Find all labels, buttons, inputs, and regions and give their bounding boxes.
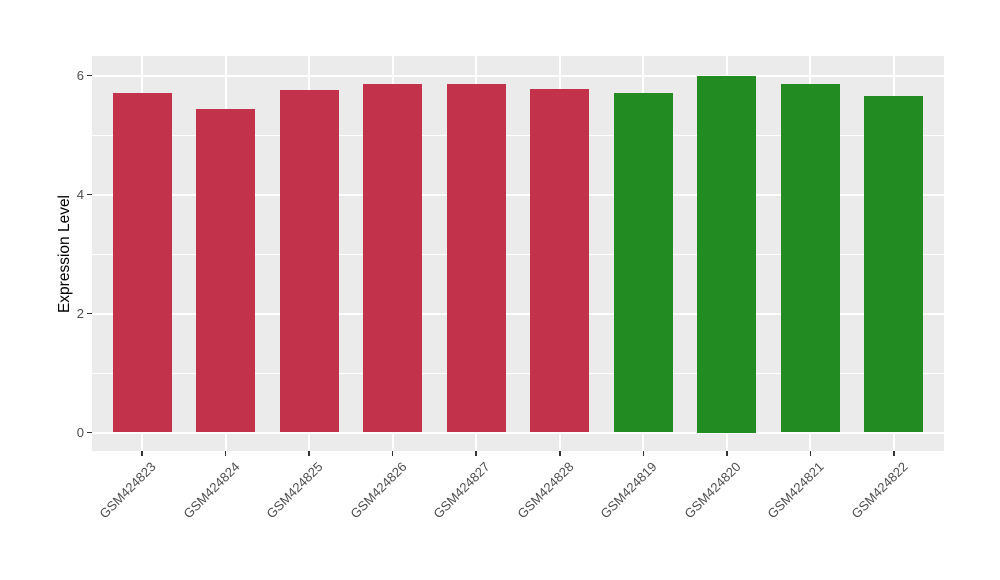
x-tick-mark-GSM424823 xyxy=(141,451,143,456)
x-tick-mark-GSM424826 xyxy=(391,451,394,456)
gridline-major-y2 xyxy=(92,312,944,315)
y-tick-label-6: 6 xyxy=(76,67,84,83)
bar-GSM424825 xyxy=(279,89,339,433)
x-tick-label-GSM424828: GSM424828 xyxy=(514,458,577,521)
x-tick-label-GSM424821: GSM424821 xyxy=(764,458,827,521)
y-tick-label-0: 0 xyxy=(76,424,84,440)
gridline-minor-y1 xyxy=(92,372,944,374)
x-tick-mark-GSM424819 xyxy=(642,451,645,456)
x-tick-label-GSM424820: GSM424820 xyxy=(681,458,744,521)
y-tick-mark-2 xyxy=(87,312,92,315)
x-tick-label-GSM424823: GSM424823 xyxy=(96,458,159,521)
x-tick-label-GSM424822: GSM424822 xyxy=(848,458,911,521)
y-tick-mark-0 xyxy=(87,431,92,434)
x-tick-label-GSM424825: GSM424825 xyxy=(263,458,326,521)
y-tick-mark-4 xyxy=(87,193,92,196)
y-tick-label-4: 4 xyxy=(76,186,84,202)
x-tick-mark-GSM424825 xyxy=(308,451,310,456)
bar-GSM424824 xyxy=(196,108,256,433)
gridline-minor-y3 xyxy=(92,253,944,255)
x-tick-mark-GSM424827 xyxy=(475,451,477,456)
bar-GSM424822 xyxy=(864,95,924,433)
x-tick-mark-GSM424821 xyxy=(809,451,812,456)
x-tick-label-GSM424824: GSM424824 xyxy=(180,458,243,521)
bar-GSM424826 xyxy=(363,83,423,433)
gridline-major-y6 xyxy=(92,74,944,77)
bar-GSM424821 xyxy=(780,83,840,433)
bar-GSM424827 xyxy=(446,84,506,433)
y-axis-title: Expression Level xyxy=(56,194,73,313)
bar-GSM424823 xyxy=(112,93,172,433)
gridline-minor-y5 xyxy=(92,134,944,136)
y-tick-mark-6 xyxy=(87,74,92,77)
gridline-major-y4 xyxy=(92,193,944,196)
x-tick-mark-GSM424824 xyxy=(224,451,227,456)
x-tick-mark-GSM424828 xyxy=(559,451,561,456)
y-tick-label-2: 2 xyxy=(76,305,84,321)
bar-GSM424820 xyxy=(697,75,757,433)
x-tick-label-GSM424819: GSM424819 xyxy=(597,458,660,521)
x-tick-label-GSM424826: GSM424826 xyxy=(347,458,410,521)
x-tick-label-GSM424827: GSM424827 xyxy=(430,458,493,521)
bar-GSM424819 xyxy=(613,93,673,433)
x-tick-mark-GSM424822 xyxy=(893,451,895,456)
gridline-major-y0 xyxy=(92,431,944,434)
plot-panel xyxy=(92,56,944,451)
x-tick-mark-GSM424820 xyxy=(726,451,728,456)
bar-GSM424828 xyxy=(530,89,590,433)
